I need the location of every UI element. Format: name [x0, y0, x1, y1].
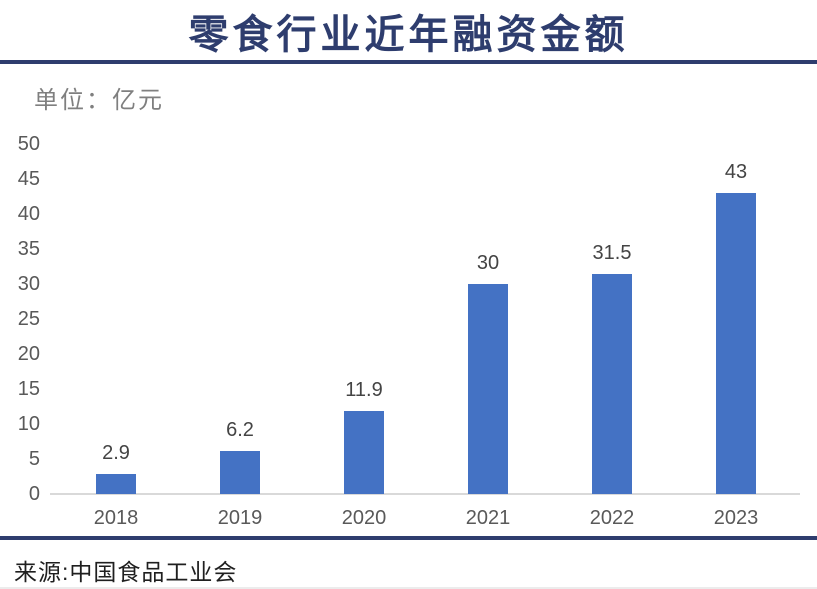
bar-value-label-2019: 6.2: [226, 418, 254, 441]
y-tick-label-50: 50: [17, 133, 40, 155]
bottom-divider: [0, 536, 817, 540]
y-tick-label-5: 5: [28, 448, 40, 470]
x-tick-label-2022: 2022: [589, 507, 635, 529]
y-tick-label-25: 25: [17, 308, 40, 330]
y-tick-label-15: 15: [17, 378, 40, 400]
y-tick-label-10: 10: [17, 413, 40, 435]
bar-2019: [220, 450, 260, 494]
bar-value-label-2018: 2.9: [102, 441, 130, 464]
x-tick-label-2021: 2021: [465, 507, 511, 529]
bar-2022: [592, 273, 632, 494]
y-tick-label-45: 45: [17, 168, 40, 190]
y-tick-label-35: 35: [17, 238, 40, 260]
bar-2020: [344, 410, 384, 494]
y-tick-label-30: 30: [17, 273, 40, 295]
source-label: 来源:中国食品工业会: [14, 559, 238, 585]
bar-value-label-2021: 30: [476, 252, 500, 274]
bar-2018: [96, 473, 136, 494]
bar-2023: [716, 193, 756, 494]
x-tick-label-2023: 2023: [713, 507, 759, 529]
unit-label: 单位：亿元: [34, 87, 164, 114]
y-tick-label-40: 40: [17, 203, 40, 225]
x-axis-line: [50, 493, 800, 495]
y-tick-label-20: 20: [17, 343, 40, 365]
bar-value-label-2022: 31.5: [592, 241, 632, 264]
page-bottom-edge: [0, 587, 817, 589]
bar-2021: [468, 284, 508, 494]
x-tick-label-2020: 2020: [341, 507, 387, 529]
bar-value-label-2023: 43: [724, 161, 748, 183]
title-divider: [0, 60, 817, 64]
y-tick-label-0: 0: [28, 483, 40, 505]
bar-value-label-2020: 11.9: [345, 378, 383, 401]
x-tick-label-2018: 2018: [93, 507, 139, 529]
x-tick-label-2019: 2019: [217, 507, 263, 529]
chart-title: 零食行业近年融资金额: [188, 13, 629, 57]
